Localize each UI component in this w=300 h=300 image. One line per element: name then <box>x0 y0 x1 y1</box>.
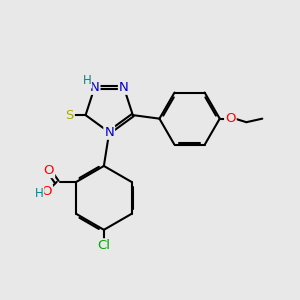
Text: O: O <box>41 185 52 198</box>
Text: S: S <box>65 109 74 122</box>
Text: N: N <box>119 81 129 94</box>
Text: H: H <box>82 74 91 88</box>
Text: N: N <box>104 126 114 139</box>
Text: N: N <box>90 81 100 94</box>
Text: H: H <box>34 187 43 200</box>
Text: O: O <box>225 112 236 125</box>
Text: Cl: Cl <box>98 239 110 252</box>
Text: O: O <box>44 164 54 177</box>
